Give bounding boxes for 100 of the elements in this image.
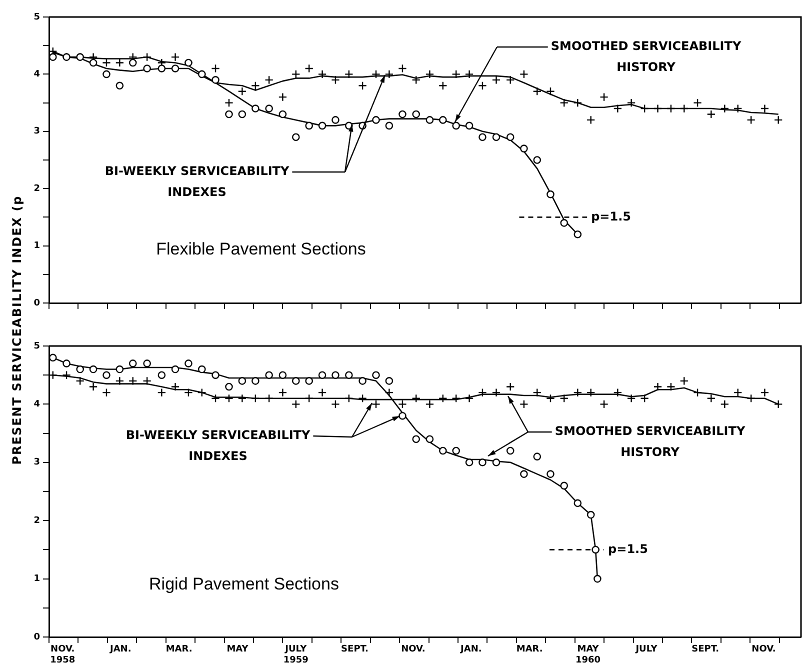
point (344, 394, 354, 403)
point (212, 371, 220, 379)
point (115, 58, 124, 68)
point (653, 382, 662, 392)
point (574, 230, 582, 238)
point (478, 133, 486, 142)
point (425, 70, 434, 79)
point (184, 360, 192, 368)
point (116, 365, 124, 374)
x-tick-label: MAY 1960 (575, 644, 601, 666)
y-tick-label: 1 (34, 574, 40, 584)
point (746, 116, 756, 124)
point (412, 435, 420, 444)
y-tick-label: 5 (34, 12, 40, 22)
point (170, 52, 180, 62)
point (398, 412, 406, 420)
annotation: Flexible Pavement Sections (156, 240, 366, 259)
point (438, 394, 448, 403)
x-tick-label: NOV. 1958 (50, 644, 76, 666)
point (142, 376, 152, 386)
point (626, 394, 636, 403)
point (506, 76, 515, 84)
x-tick-label: JAN. (460, 644, 482, 655)
point (143, 360, 151, 368)
point (398, 110, 406, 118)
point (372, 371, 380, 379)
point (238, 86, 247, 96)
point (331, 76, 340, 84)
point (733, 104, 742, 113)
point (594, 574, 602, 583)
y-tick-label: 3 (34, 126, 40, 137)
point (693, 388, 702, 397)
point (358, 394, 367, 403)
point (372, 116, 380, 124)
y-tick-label: 0 (34, 298, 40, 308)
point (385, 122, 394, 130)
point (62, 370, 71, 380)
point (332, 116, 340, 124)
point (520, 70, 528, 79)
point (520, 400, 528, 409)
point (506, 382, 515, 392)
point (533, 156, 542, 164)
point (115, 376, 124, 386)
point (318, 371, 326, 379)
point (546, 190, 554, 198)
point (573, 388, 582, 397)
point (251, 394, 260, 403)
point (640, 104, 649, 113)
point (304, 394, 314, 403)
y-tick-label: 5 (34, 341, 40, 352)
annotation: p=1.5 (591, 209, 631, 224)
point (88, 382, 98, 392)
point (278, 92, 288, 102)
annotation: BI-WEEKLY SERVICEABILITY INDEXES (104, 164, 290, 200)
point (264, 394, 274, 403)
point (384, 388, 394, 397)
point (478, 458, 486, 466)
y-axis-title: PRESENT SERVICEABILITY INDEX (p (10, 195, 24, 465)
point (412, 110, 420, 118)
point (102, 388, 111, 397)
point (573, 98, 582, 108)
point (278, 388, 288, 397)
point (653, 104, 662, 113)
point (546, 86, 555, 96)
y-tick-label: 2 (34, 516, 40, 526)
point (292, 377, 300, 385)
point (438, 81, 448, 90)
point (358, 81, 367, 90)
point (492, 388, 501, 397)
point (546, 394, 555, 403)
point (278, 110, 287, 118)
point (264, 76, 274, 84)
point (157, 388, 166, 397)
point (332, 371, 340, 379)
point (238, 394, 247, 403)
point (318, 70, 327, 79)
point (586, 510, 595, 519)
point (464, 70, 474, 79)
point (680, 104, 689, 113)
point (385, 377, 394, 385)
point (613, 104, 622, 113)
point (439, 446, 447, 455)
y-tick-label: 4 (34, 70, 40, 80)
point (520, 144, 528, 152)
point (746, 394, 756, 403)
point (532, 388, 542, 397)
point (774, 400, 783, 409)
point (89, 365, 98, 374)
point (478, 388, 487, 397)
x-tick-label: SEPT. (341, 644, 368, 655)
point (238, 110, 246, 118)
point (251, 81, 260, 90)
point (331, 400, 340, 409)
x-tick-label: MAY (226, 644, 249, 655)
point (666, 104, 676, 113)
point (345, 371, 353, 379)
point (304, 64, 314, 73)
point (358, 377, 366, 385)
point (706, 110, 716, 119)
point (560, 98, 569, 108)
